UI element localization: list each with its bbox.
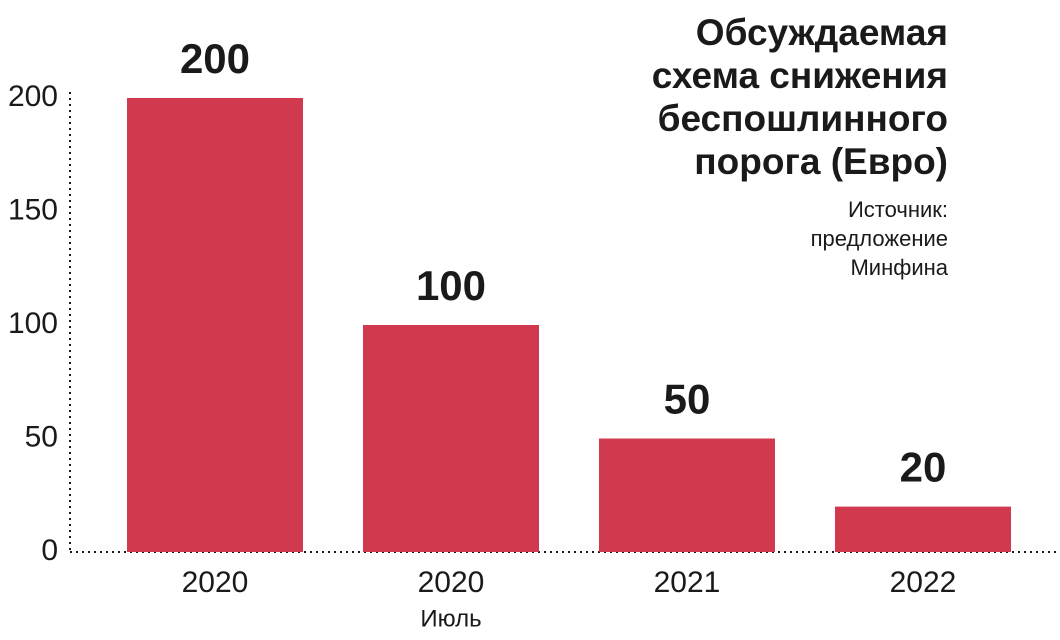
value-label: 20	[900, 444, 947, 491]
chart-title: схема снижения	[652, 55, 948, 96]
chart-title: порога (Евро)	[694, 141, 948, 182]
y-tick-label: 200	[8, 80, 58, 113]
value-label: 200	[180, 35, 250, 82]
x-tick-label: 2020	[182, 566, 249, 599]
value-label: 100	[416, 262, 486, 309]
bar	[363, 325, 539, 552]
source-note: Минфина	[850, 255, 948, 280]
bar	[835, 506, 1011, 552]
y-tick-label: 100	[8, 307, 58, 340]
y-tick-label: 0	[41, 534, 58, 567]
x-tick-label: 2020	[418, 566, 485, 599]
value-label: 50	[664, 376, 711, 423]
source-note: Источник:	[848, 197, 948, 222]
bar	[127, 98, 303, 552]
chart-title: Обсуждаемая	[696, 12, 948, 53]
source-note: предложение	[811, 226, 948, 251]
x-tick-label: 2022	[890, 566, 957, 599]
chart-title: беспошлинного	[658, 98, 948, 139]
y-tick-label: 50	[25, 420, 58, 453]
x-tick-sublabel: Июль	[420, 605, 481, 632]
x-tick-label: 2021	[654, 566, 721, 599]
bar	[599, 438, 775, 552]
y-tick-label: 150	[8, 193, 58, 226]
